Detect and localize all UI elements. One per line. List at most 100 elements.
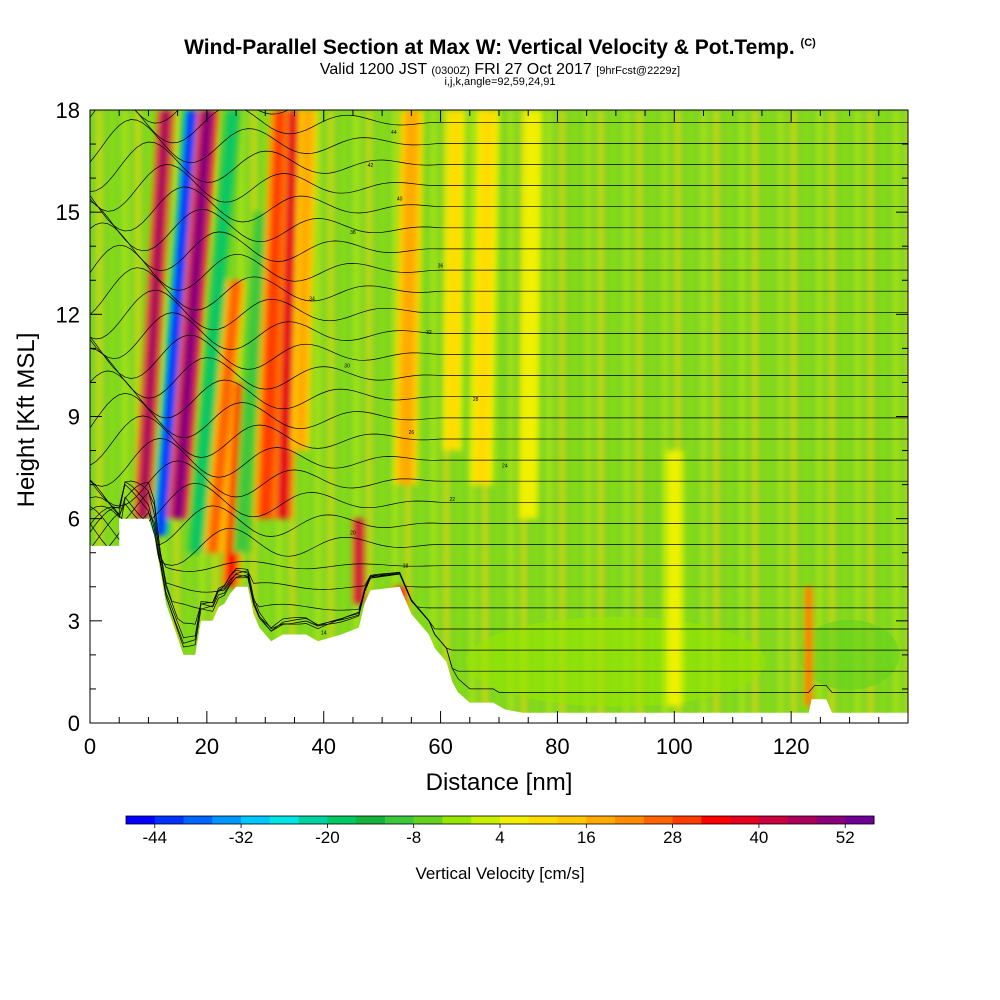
isentrope-line (90, 334, 908, 379)
colorbar-swatch (615, 816, 645, 824)
colorbar-swatch (241, 816, 271, 824)
x-tick-label: 100 (656, 734, 693, 759)
isentrope-line (90, 415, 908, 466)
isentrope-line (90, 483, 908, 566)
colorbar-swatch (787, 816, 817, 824)
y-axis-title: Height [Kft MSL] (13, 333, 40, 508)
colorbar-label: -44 (142, 828, 167, 847)
y-tick-label: 3 (68, 609, 80, 634)
field-stripe (108, 110, 116, 723)
isentrope-line (90, 370, 908, 419)
colorbar-swatch (500, 816, 530, 824)
isentrope-line (90, 460, 908, 507)
field-stripe (635, 110, 643, 723)
field-stripe (597, 110, 605, 723)
velocity-band (236, 212, 268, 553)
field-stripe (815, 110, 823, 723)
isentrope-line (90, 393, 908, 439)
isentrope-line (90, 267, 908, 315)
field-stripe (494, 110, 502, 723)
velocity-band (276, 110, 301, 519)
lowlevel-downdraft (465, 616, 766, 707)
colorbar-swatch (212, 816, 242, 824)
x-axis-title: Distance [nm] (426, 769, 573, 796)
isentrope-label: 26 (409, 430, 415, 436)
x-tick-label: 80 (545, 734, 569, 759)
field-stripe (365, 110, 373, 723)
colorbar-swatch (471, 816, 501, 824)
field-stripe (648, 110, 656, 723)
field-stripe (314, 110, 322, 723)
velocity-bands (134, 110, 814, 706)
velocity-band (257, 110, 289, 519)
velocity-band (668, 450, 681, 706)
field-stripe (545, 110, 553, 723)
velocity-band (294, 110, 314, 451)
terrain-mask (90, 518, 908, 723)
isentrope-line (90, 348, 908, 399)
isentrope-line (90, 200, 908, 252)
field-stripe (854, 110, 862, 723)
isentrope-label: 14 (321, 630, 327, 636)
colorbar-label: -32 (229, 828, 254, 847)
colorbar-swatch (413, 816, 443, 824)
isentrope-line (90, 110, 908, 144)
field-stripe (687, 110, 695, 723)
colorbar-label: 4 (495, 828, 504, 847)
isentrope-label: 30 (344, 363, 350, 369)
colorbar-swatch (154, 816, 185, 824)
y-tick-label: 18 (56, 98, 80, 123)
field-stripe (507, 110, 515, 723)
field-stripe (699, 110, 708, 723)
isentrope-label: 34 (309, 297, 315, 303)
colorbar-swatch (672, 816, 702, 824)
isentrope-label: 32 (426, 330, 432, 336)
subtitle-valid: Valid 1200 JST (319, 61, 427, 78)
isentrope-line (90, 164, 908, 212)
colorbar-label: 16 (577, 828, 596, 847)
velocity-band (474, 110, 496, 485)
terrain (90, 518, 908, 723)
isentrope-line (90, 141, 908, 192)
colorbar-swatch (384, 816, 415, 824)
field-stripe (841, 110, 849, 723)
subtitle-date: FRI 27 Oct 2017 (474, 61, 592, 78)
isentrope-line (90, 496, 908, 545)
field-stripe (352, 110, 360, 723)
velocity-band (446, 110, 462, 451)
isentrope-label: 44 (391, 130, 397, 136)
isentrope-line (90, 119, 908, 164)
chart-title: Wind-Parallel Section at Max W: Vertical… (0, 36, 1000, 60)
velocity-band (805, 586, 812, 706)
colorbar-swatch (298, 816, 328, 824)
x-tick-label: 20 (195, 734, 219, 759)
isentrope-line (90, 289, 908, 340)
colorbar-swatch (183, 816, 213, 824)
isentrope-line (90, 479, 908, 527)
field-stripe (777, 110, 785, 723)
isentrope-line (90, 312, 908, 360)
isentrope-label: 24 (502, 464, 508, 470)
isentrope-line (90, 491, 908, 612)
field-stripe (417, 110, 425, 723)
velocity-band (171, 110, 215, 519)
colorbar-swatch (816, 816, 846, 824)
colorbar-label: 28 (663, 828, 682, 847)
isentrope-label: 36 (438, 263, 444, 269)
field-stripe (751, 110, 759, 723)
x-tick-label: 120 (773, 734, 810, 759)
velocity-band (206, 280, 242, 553)
colorbar-swatch (701, 816, 731, 824)
isentrope-line (90, 56, 908, 104)
colorbar-swatch (126, 816, 156, 824)
colorbar-title: Vertical Velocity [cm/s] (415, 864, 585, 883)
isentrope-label: 18 (403, 564, 409, 570)
colorbar-label: 40 (749, 828, 768, 847)
field-stripe (378, 110, 386, 723)
colorbar-swatch (442, 816, 472, 824)
field-stripe (764, 110, 772, 723)
colorbar-swatch (586, 816, 616, 824)
subtitle-utc: (0300Z) (431, 65, 470, 77)
field-stripe (674, 110, 682, 723)
